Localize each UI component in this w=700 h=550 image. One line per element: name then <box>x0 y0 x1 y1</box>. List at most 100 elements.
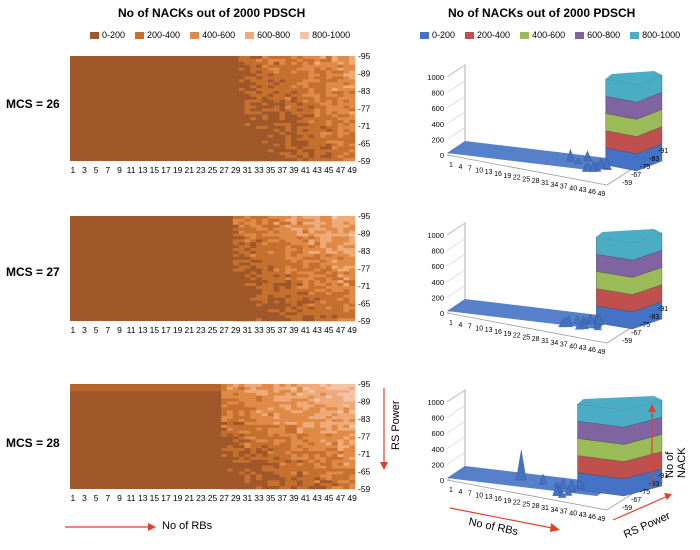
heatmap-cell <box>308 401 315 405</box>
surface-x-tick: 49 <box>598 516 606 523</box>
heatmap-x-tick: 33 <box>254 493 264 503</box>
heatmap-cell <box>285 395 292 399</box>
heatmap-cell <box>279 143 286 147</box>
heatmap-cell <box>331 477 338 481</box>
heatmap-cell <box>302 395 309 399</box>
heatmap-cell <box>279 268 286 272</box>
heatmap-cell <box>343 401 350 405</box>
heatmap-cell <box>250 216 257 220</box>
heatmap-x-tick: 41 <box>301 165 311 175</box>
heatmap-cell <box>267 96 274 101</box>
heatmap-x-tick: 49 <box>347 493 357 503</box>
surface-floor-edge <box>446 154 608 186</box>
heatmap-cell <box>343 416 350 420</box>
heatmap-cell <box>302 239 309 243</box>
heatmap-cell <box>325 439 333 443</box>
heatmap-cell <box>244 291 251 296</box>
heatmap-cell <box>256 451 263 455</box>
heatmap-cell <box>256 468 263 472</box>
heatmap-cell <box>250 146 257 150</box>
surface-spike <box>552 483 561 496</box>
heatmap-cell <box>256 152 263 156</box>
heatmap-cell <box>267 427 274 431</box>
heatmap-cell <box>261 149 269 153</box>
heatmap-cell <box>302 131 309 136</box>
heatmap-cell <box>285 419 292 423</box>
heatmap-cell <box>238 395 245 399</box>
heatmap-cell <box>261 73 269 77</box>
heatmap-cell <box>232 471 239 475</box>
heatmap-cell <box>261 477 269 481</box>
heatmap-cell <box>256 61 263 66</box>
heatmap-cell <box>325 303 333 307</box>
heatmap-x-tick: 1 <box>71 165 76 175</box>
heatmap-cell <box>285 315 292 319</box>
heatmap-cell <box>314 134 321 138</box>
heatmap-cell <box>238 245 245 249</box>
heatmap-cell <box>238 291 245 296</box>
heatmap-cell <box>238 318 245 322</box>
heatmap-cell <box>291 274 298 278</box>
heatmap-cell <box>343 158 350 162</box>
heatmap-x-tick: 5 <box>94 165 99 175</box>
heatmap-cell <box>349 114 356 118</box>
heatmap-cell <box>250 477 257 481</box>
heatmap-cell <box>349 465 356 469</box>
heatmap-cell <box>232 401 239 405</box>
heatmap-cell <box>227 392 234 396</box>
heatmap-cell <box>302 105 309 109</box>
heatmap-cell <box>331 108 338 112</box>
heatmap-cell <box>250 236 257 240</box>
heatmap-cell <box>320 424 327 429</box>
heatmap-cell <box>320 462 327 466</box>
heatmap-cell <box>285 140 292 144</box>
heatmap-cell <box>331 126 338 130</box>
heatmap-cell <box>296 384 303 388</box>
heatmap-cell <box>343 462 350 466</box>
heatmap-cell <box>232 430 239 434</box>
heatmap-cell <box>337 468 344 472</box>
heatmap-cell <box>232 312 239 316</box>
heatmap-cell <box>250 239 257 243</box>
surface-x-tick: 19 <box>504 173 512 180</box>
heatmap-cell <box>244 79 251 83</box>
heatmap-cell <box>250 256 257 261</box>
heatmap-cell <box>302 88 309 92</box>
heatmap-cell <box>256 274 263 278</box>
heatmap-cell <box>250 140 257 144</box>
heatmap-cell <box>285 288 292 293</box>
heatmap-cell <box>238 480 245 484</box>
heatmap-cell <box>302 102 309 106</box>
heatmap-cell <box>244 483 251 487</box>
heatmap-cell <box>238 93 245 98</box>
heatmap-cell <box>308 421 315 426</box>
heatmap-cell <box>285 218 292 223</box>
heatmap-cell <box>320 283 327 287</box>
heatmap-x-tick: 19 <box>173 325 183 335</box>
heatmap-cell <box>302 230 309 234</box>
heatmap-cell <box>244 416 251 420</box>
heatmap-cell <box>349 96 356 101</box>
heatmap-cell <box>325 245 333 249</box>
heatmap-cell <box>285 448 292 452</box>
heatmap-cell <box>325 224 333 228</box>
heatmap-cell <box>279 128 286 133</box>
heatmap-cell <box>279 155 286 159</box>
heatmap-cell <box>337 424 344 429</box>
heatmap-cell <box>291 152 298 156</box>
heatmap-cell <box>267 456 274 461</box>
heatmap-cell <box>250 70 257 74</box>
heatmap-cell <box>244 88 251 92</box>
heatmap-cell <box>296 454 303 458</box>
surface-z-tick: 800 <box>431 247 444 256</box>
heatmap-cell <box>314 251 321 255</box>
heatmap-cell <box>314 286 321 290</box>
heatmap-cell <box>256 56 263 60</box>
surface-low-plateau <box>447 299 615 329</box>
heatmap-cell <box>279 64 286 68</box>
heatmap-cell <box>250 451 257 455</box>
heatmap-cell <box>314 416 321 420</box>
heatmap-cell <box>349 233 356 237</box>
surface-x-tick: 25 <box>522 334 530 341</box>
